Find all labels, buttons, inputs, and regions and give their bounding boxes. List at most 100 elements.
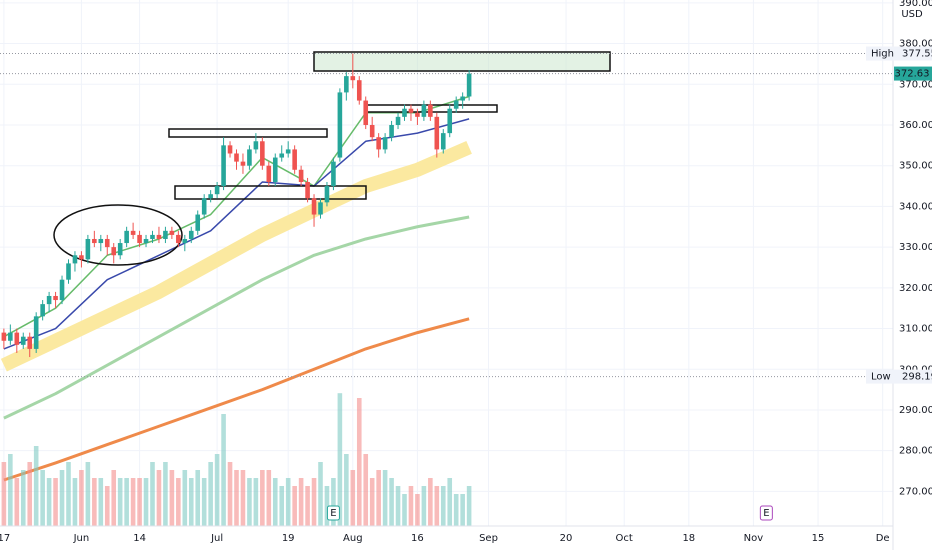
volume-bar	[440, 486, 446, 526]
volume-bar	[331, 478, 336, 526]
volume-bar	[344, 454, 349, 526]
volume-bar	[8, 454, 13, 526]
candle-body	[111, 247, 117, 256]
price-badge	[866, 369, 932, 384]
candle-body	[104, 238, 110, 248]
candle-body	[59, 279, 65, 301]
volume-bar	[169, 470, 175, 526]
candle-body	[421, 104, 427, 117]
volume-bar	[130, 478, 136, 526]
volume-bar	[253, 478, 259, 526]
x-tick-label: Nov	[744, 533, 764, 544]
volume-bar	[389, 478, 394, 526]
candle-body	[337, 92, 343, 158]
candle-body	[376, 137, 381, 150]
price-caption: Low	[871, 372, 891, 383]
y-tick-label: 390.00	[899, 0, 932, 9]
candle-body	[350, 76, 356, 81]
volume-bar	[66, 462, 71, 526]
moving-average	[3, 215, 470, 420]
candle-body	[389, 124, 394, 138]
volume-bar	[33, 446, 39, 526]
volume-bar	[234, 470, 239, 526]
candle-body	[344, 76, 349, 93]
volume-bar	[292, 486, 297, 526]
candle-body	[214, 186, 220, 195]
volume-bar	[111, 470, 117, 526]
volume-bar	[182, 470, 188, 526]
candle-body	[428, 104, 433, 117]
candle-body	[169, 230, 175, 235]
x-tick-label: Sep	[479, 533, 498, 544]
candle-body	[434, 116, 440, 150]
candle-body	[137, 234, 142, 244]
candle-body	[85, 238, 91, 260]
volume-bar	[421, 486, 427, 526]
candle-body	[453, 100, 459, 109]
volume-bar	[466, 486, 472, 526]
candle-body	[266, 165, 272, 182]
candle-body	[79, 255, 84, 260]
candle-body	[408, 108, 414, 113]
candle-body	[234, 153, 239, 162]
volume-bar	[163, 462, 168, 526]
x-tick-label: 16	[411, 533, 424, 544]
volume-bar	[408, 486, 414, 526]
zone-box	[168, 128, 328, 138]
candle-body	[363, 100, 369, 125]
x-tick-label: 19	[282, 533, 295, 544]
candle-body	[33, 316, 39, 349]
candle-body	[240, 161, 246, 166]
volume-bar	[59, 470, 65, 526]
candle-body	[247, 149, 252, 166]
volume-bar	[214, 454, 220, 526]
volume-bar	[117, 478, 123, 526]
x-tick-label: 15	[812, 533, 825, 544]
candle-body	[208, 194, 213, 199]
volume-bar	[195, 470, 201, 526]
price-badge	[894, 66, 932, 81]
volume-bar	[285, 478, 291, 526]
y-tick-label: 290.00	[899, 405, 932, 416]
x-tick-label: Jun	[73, 533, 90, 544]
candle-body	[182, 238, 188, 244]
volume-bar	[305, 486, 310, 526]
volume-bar	[85, 462, 91, 526]
x-tick-label: Oct	[616, 533, 633, 544]
volume-bar	[266, 470, 272, 526]
y-tick-label: 320.00	[899, 283, 932, 294]
candle-body	[66, 263, 71, 280]
volume-bar	[240, 470, 246, 526]
candle-body	[331, 161, 336, 187]
volume-bar	[376, 470, 381, 526]
volume-bar	[98, 478, 104, 526]
candle-body	[356, 80, 362, 101]
x-tick-label: De	[876, 533, 890, 544]
candle-body	[92, 238, 97, 244]
event-label: E	[763, 508, 769, 519]
volume-bar	[188, 478, 194, 526]
volume-bar	[221, 414, 226, 526]
price-badge	[866, 46, 932, 61]
volume-bar	[46, 478, 52, 526]
volume-bar	[53, 478, 58, 526]
candle-body	[40, 304, 45, 317]
volume-bar	[453, 494, 459, 526]
candle-body	[253, 141, 259, 150]
currency: USD	[901, 9, 923, 20]
volume-bar	[27, 462, 33, 526]
candle-body	[415, 112, 420, 117]
y-tick-label: 280.00	[899, 446, 932, 457]
candle-body	[53, 295, 58, 301]
y-tick-label: 380.00	[899, 39, 932, 50]
price-value: 298.19	[902, 372, 932, 383]
event-marker	[759, 505, 773, 521]
candle-body	[447, 108, 453, 134]
volume-bar	[356, 398, 362, 526]
candle-body	[369, 124, 375, 138]
price-value: 377.55	[902, 49, 932, 60]
candle-body	[150, 234, 155, 239]
price-value: 372.63	[895, 69, 930, 80]
candle-body	[260, 141, 265, 166]
